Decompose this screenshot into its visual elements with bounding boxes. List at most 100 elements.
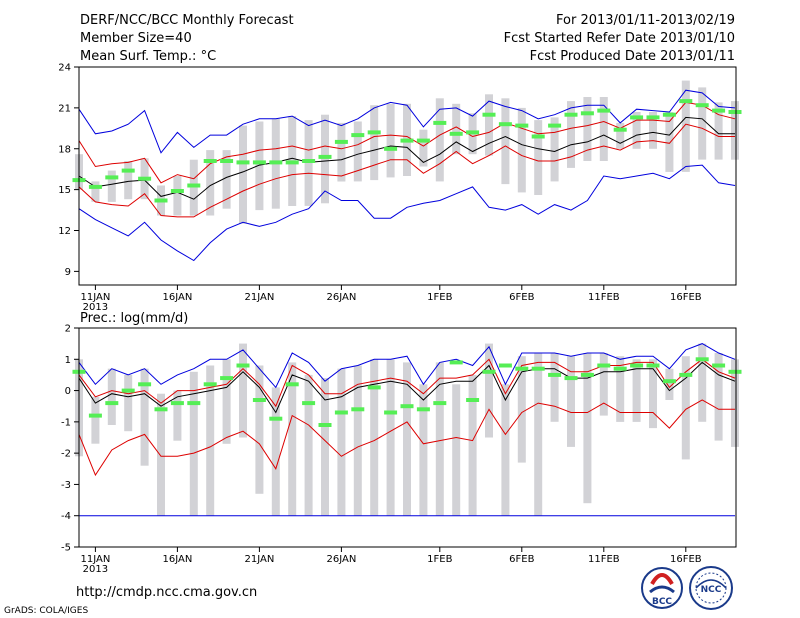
temp-range-bar [255,121,264,211]
temp-range-bar [665,112,674,172]
prec-y-tick-label: -3 [61,480,71,491]
temp-range-bar [534,120,543,195]
prec-observed-marker [466,398,480,402]
prec-axes: -5 -4 -3 -2 -1 0 1 2 11JAN 16JAN 21JAN 26JAN 1FEB 6FE… [61,324,702,576]
temp-x-tick-label: 1FEB [427,292,452,303]
temp-range-bar [124,161,133,200]
prec-y-tick-label: -4 [61,511,71,522]
prec-range-bar [189,371,198,516]
temp-observed-marker [88,184,102,189]
prec-range-bar [403,362,411,516]
temp-range-bar [632,112,641,149]
prec-x-tick-label: 16JAN [162,554,192,565]
prec-range-bar [353,365,362,516]
prec-observed-marker [138,382,152,387]
prec-range-bar [731,359,739,447]
temp-range-bar [435,98,444,182]
temp-range-bar [550,117,559,182]
prec-observed-marker [433,401,447,406]
prec-range-bar [157,393,165,516]
prec-observed-marker [597,363,611,368]
produced-date: Fcst Produced Date 2013/01/11 [530,49,735,64]
temp-observed-marker [367,130,381,135]
prec-range-bar [255,365,264,494]
ncc-logo: NCC [689,566,733,610]
temp-x-tick-label: 26JAN [326,292,356,303]
temp-observed-marker [613,127,627,132]
temp-observed-marker [646,115,660,120]
source-url: http://cmdp.ncc.cma.gov.cn [76,585,257,600]
temp-range-bar [91,181,100,202]
prec-observed-marker [367,385,381,390]
prec-y-tick-label: -2 [61,449,71,460]
temp-observed-marker [449,131,463,136]
temp-x-tick-label: 21JAN [244,292,274,303]
temp-observed-marker [400,138,414,143]
prec-range-bar [435,362,444,516]
figure-title: DERF/NCC/BCC Monthly Forecast [80,13,294,28]
prec-observed-marker [630,363,644,368]
prec-p90-line [78,358,736,408]
temp-observed-marker [187,183,201,188]
prec-observed-marker [662,379,676,384]
temp-observed-marker [728,110,742,114]
prec-observed-marker [695,357,709,362]
prec-range-bar [632,359,641,422]
prec-range-bar [304,374,313,516]
prec-observed-marker [203,382,217,387]
ncc-logo-text: NCC [701,585,722,595]
prec-observed-marker [482,369,496,374]
prec-observed-marker [416,407,430,412]
prec-y-tick-label: 0 [65,386,71,397]
temp-observed-marker [170,189,184,193]
temp-observed-marker [138,176,152,181]
temp-range-bar [419,129,428,167]
prec-range-bar [550,353,559,422]
temp-range-bar [649,112,657,149]
prec-observed-marker [679,372,693,377]
temp-min-line [78,164,736,262]
prec-range-bar [419,384,428,516]
prec-observed-marker [334,410,348,415]
prec-range-bar [698,343,707,422]
prec-observed-marker [515,366,529,371]
temp-range-bar [583,97,592,161]
prec-observed-marker [384,410,398,415]
prec-y-tick-label: 1 [65,355,71,366]
temp-max-line [78,89,736,154]
prec-observed-marker [121,388,135,393]
temp-observed-marker [416,138,430,143]
prec-range-bar [107,368,116,425]
temp-x-tick-label: 16FEB [670,292,702,303]
prec-observed-marker [351,407,365,412]
prec-range-bar [452,384,461,516]
prec-range-bar [665,368,674,400]
bcc-logo-text: BCC [652,597,672,607]
temp-observed-marker [679,99,693,104]
temp-observed-marker [351,133,365,138]
prec-ensemble-lines [78,343,736,517]
prec-range-bar [91,396,100,444]
forecast-period: For 2013/01/11-2013/02/19 [556,13,735,28]
prec-y-tick-label: -1 [61,417,71,428]
prec-range-bar [567,356,575,447]
prec-range-bar [288,362,297,516]
temp-range-bar [731,101,739,160]
temperature-panel: 9 12 15 18 21 24 11JAN 16JAN 21JAN 26JAN 1FEB 6FEB 1… [58,63,742,314]
prec-range-bar [681,356,690,460]
prec-range-bar [517,356,526,463]
prec-range-bar [386,359,395,516]
temp-y-tick-label: 9 [65,267,71,278]
prec-ensemble-range-bars [75,343,739,516]
prec-observed-marker [220,376,234,381]
prec-range-bar [649,359,657,429]
prec-observed-marker [269,416,283,421]
temp-axes: 9 12 15 18 21 24 11JAN 16JAN 21JAN 26JAN 1FEB 6FEB 1… [58,63,702,314]
temp-range-bar [173,176,182,216]
temp-range-bar [517,107,526,193]
prec-range-bar [337,368,346,516]
temp-observed-marker [269,160,283,165]
temp-x-tick-label: 6FEB [509,292,534,303]
temp-range-bar [501,98,510,185]
